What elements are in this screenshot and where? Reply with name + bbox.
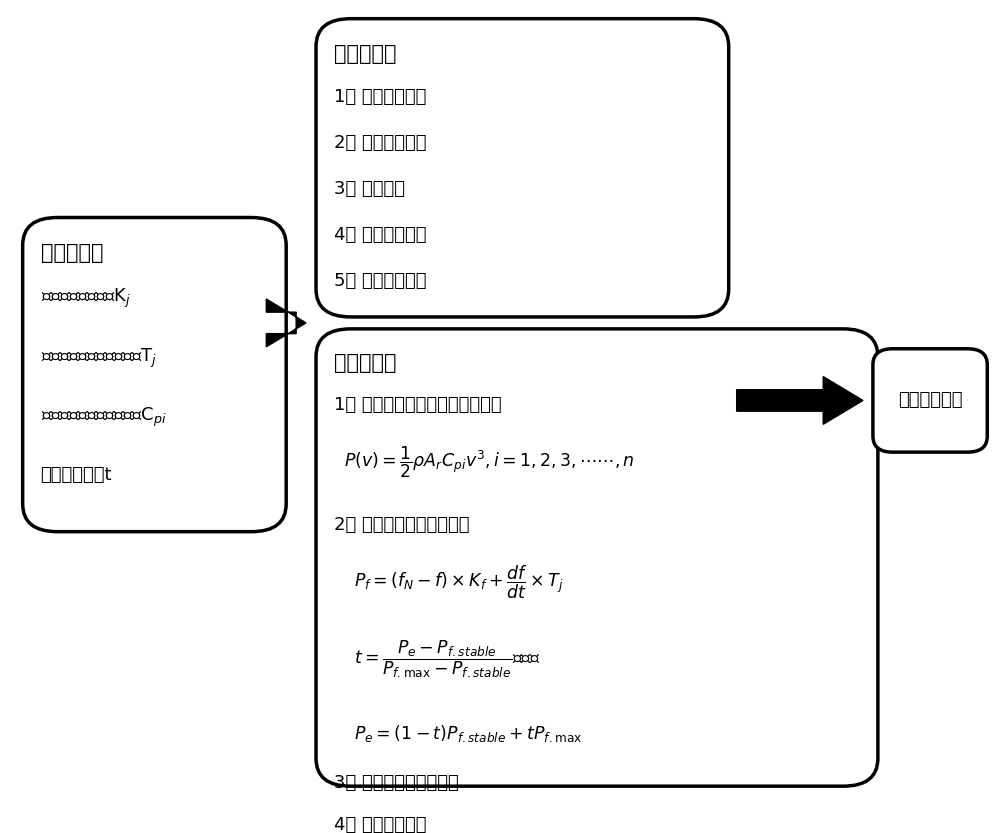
Text: 一次调频下垂系数K$_j$: 一次调频下垂系数K$_j$ — [41, 287, 130, 310]
Text: 虚拟同步机惯性时间常数T$_j$: 虚拟同步机惯性时间常数T$_j$ — [41, 347, 157, 370]
Polygon shape — [737, 377, 863, 424]
Text: 4） 荷电状态约束: 4） 荷电状态约束 — [334, 816, 426, 833]
Text: 变风速区间风能捕获因子C$_{pi}$: 变风速区间风能捕获因子C$_{pi}$ — [41, 406, 166, 429]
FancyBboxPatch shape — [316, 329, 878, 786]
Text: 1） 储能配置成本: 1） 储能配置成本 — [334, 87, 426, 106]
Polygon shape — [266, 299, 306, 347]
Text: 4） 调频弃风惩罚: 4） 调频弃风惩罚 — [334, 227, 426, 244]
Text: $t=\dfrac{P_e-P_{f.stable}}{P_{f.\max}-P_{f.stable}}$，即：: $t=\dfrac{P_e-P_{f.stable}}{P_{f.\max}-P… — [354, 639, 541, 681]
Text: 5） 调频效果指标: 5） 调频效果指标 — [334, 272, 426, 291]
FancyBboxPatch shape — [316, 18, 729, 317]
Text: 遗传算法求解: 遗传算法求解 — [898, 392, 962, 410]
Text: 3） 用电成本: 3） 用电成本 — [334, 180, 405, 198]
Text: 1） 风机变风速区间预留备用策略: 1） 风机变风速区间预留备用策略 — [334, 397, 502, 415]
Text: $P(v)=\dfrac{1}{2}\rho A_r C_{pi}v^3,i=1,2,3,\cdots\cdots,n$: $P(v)=\dfrac{1}{2}\rho A_r C_{pi}v^3,i=1… — [344, 444, 635, 480]
Text: $P_e=(1-t)P_{f.stable}+tP_{f.\max}$: $P_e=(1-t)P_{f.stable}+tP_{f.\max}$ — [354, 722, 582, 744]
Text: 2） 运行维护成本: 2） 运行维护成本 — [334, 134, 426, 152]
Text: 满足条件：: 满足条件： — [334, 352, 396, 372]
FancyBboxPatch shape — [23, 217, 286, 531]
Text: 决策变量：: 决策变量： — [41, 243, 103, 263]
Text: 2） 风储调频功率分配策略: 2） 风储调频功率分配策略 — [334, 516, 469, 534]
Text: 目标函数：: 目标函数： — [334, 44, 396, 64]
Text: 储能配置比例t: 储能配置比例t — [41, 466, 112, 484]
FancyBboxPatch shape — [873, 349, 987, 452]
Text: 3） 调频功率的机会约束: 3） 调频功率的机会约束 — [334, 774, 459, 792]
Text: $P_f=(f_N-f)\times K_f+\dfrac{df}{dt}\times T_j$: $P_f=(f_N-f)\times K_f+\dfrac{df}{dt}\ti… — [354, 563, 563, 601]
